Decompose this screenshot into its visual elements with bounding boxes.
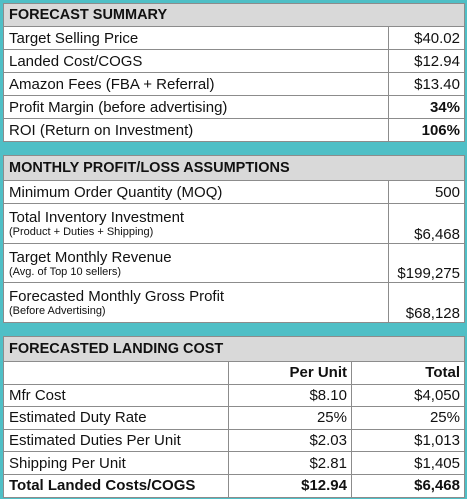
per-unit-value: $8.10 — [309, 386, 347, 404]
row-value-cell: 106% — [388, 118, 465, 142]
per-unit-value: $2.03 — [309, 432, 347, 450]
row-value-cell: $1,013 — [351, 428, 465, 453]
row-value-cell: $2.03 — [228, 428, 352, 453]
row-value-cell: $6,468 — [388, 203, 465, 244]
column-header: Total — [351, 361, 465, 385]
row-label: Estimated Duties Per Unit — [9, 432, 181, 450]
row-value: $13.40 — [414, 75, 460, 93]
row-value-cell: $199,275 — [388, 243, 465, 283]
row-value: 500 — [434, 183, 460, 201]
row-label-cell: Estimated Duties Per Unit — [3, 428, 229, 453]
row-label: Estimated Duty Rate — [9, 409, 147, 427]
section-header: MONTHLY PROFIT/LOSS ASSUMPTIONS — [3, 155, 465, 181]
row-label: Landed Cost/COGS — [9, 52, 143, 70]
row-value: $199,275 — [397, 265, 460, 282]
row-value: $68,128 — [405, 305, 460, 322]
row-label: ROI (Return on Investment) — [9, 121, 194, 139]
column-header-blank — [3, 361, 229, 385]
row-note: (Product + Duties + Shipping) — [9, 226, 154, 238]
row-label: Minimum Order Quantity (MOQ) — [9, 183, 223, 201]
row-value-cell: $12.94 — [228, 474, 352, 498]
row-label: Mfr Cost — [9, 386, 66, 404]
row-value: $6,468 — [414, 226, 460, 243]
row-value: 106% — [421, 121, 460, 139]
row-label-cell: Shipping Per Unit — [3, 451, 229, 475]
row-label-cell: ROI (Return on Investment) — [3, 118, 389, 142]
row-label-cell: Forecasted Monthly Gross Profit (Before A… — [3, 282, 389, 323]
row-label-cell: Landed Cost/COGS — [3, 49, 389, 73]
column-title: Per Unit — [289, 364, 347, 382]
row-label: Total Landed Costs/COGS — [9, 477, 196, 495]
row-label: Target Selling Price — [9, 29, 139, 47]
row-value-cell: 500 — [388, 180, 465, 204]
section-title: MONTHLY PROFIT/LOSS ASSUMPTIONS — [9, 160, 290, 176]
row-value-cell: $68,128 — [388, 282, 465, 323]
row-value-cell: $13.40 — [388, 72, 465, 96]
total-value: $1,013 — [414, 432, 460, 450]
total-value: $6,468 — [414, 477, 460, 495]
row-value-cell: $40.02 — [388, 26, 465, 50]
row-value: $40.02 — [414, 29, 460, 47]
row-label: Total Inventory Investment — [9, 209, 185, 226]
row-value-cell: $1,405 — [351, 451, 465, 475]
section-header: FORECASTED LANDING COST — [3, 336, 465, 362]
row-label-cell: Target Monthly Revenue (Avg. of Top 10 se… — [3, 243, 389, 283]
per-unit-value: $2.81 — [309, 454, 347, 472]
row-label: Forecasted Monthly Gross Profit — [9, 288, 225, 305]
column-title: Total — [425, 364, 460, 382]
section-header: FORECAST SUMMARY — [3, 3, 465, 27]
row-value-cell: 34% — [388, 95, 465, 119]
row-label: Profit Margin (before advertising) — [9, 98, 228, 116]
row-value-cell: $12.94 — [388, 49, 465, 73]
row-label: Shipping Per Unit — [9, 454, 126, 472]
section-title: FORECASTED LANDING COST — [9, 341, 224, 357]
row-value: $12.94 — [414, 52, 460, 70]
row-note: (Before Advertising) — [9, 305, 106, 317]
row-label: Amazon Fees (FBA + Referral) — [9, 75, 215, 93]
section-title: FORECAST SUMMARY — [9, 7, 168, 23]
row-label-cell: Total Inventory Investment (Product + Dut… — [3, 203, 389, 244]
column-header: Per Unit — [228, 361, 352, 385]
per-unit-value: $12.94 — [301, 477, 347, 495]
row-label-cell: Profit Margin (before advertising) — [3, 95, 389, 119]
row-label-cell: Total Landed Costs/COGS — [3, 474, 229, 498]
row-note: (Avg. of Top 10 sellers) — [9, 265, 122, 278]
row-value-cell: 25% — [351, 406, 465, 430]
row-label-cell: Minimum Order Quantity (MOQ) — [3, 180, 389, 204]
per-unit-value: 25% — [316, 409, 347, 427]
total-value: $1,405 — [414, 454, 460, 472]
row-label-cell: Target Selling Price — [3, 26, 389, 50]
row-value-cell: $8.10 — [228, 383, 352, 408]
row-value-cell: $6,468 — [351, 474, 465, 498]
total-value: $4,050 — [414, 386, 460, 404]
row-value-cell: $2.81 — [228, 451, 352, 475]
row-label: Target Monthly Revenue — [9, 248, 172, 266]
total-value: 25% — [429, 409, 460, 427]
row-value: 34% — [429, 98, 460, 116]
row-label-cell: Mfr Cost — [3, 383, 229, 408]
row-label-cell: Amazon Fees (FBA + Referral) — [3, 72, 389, 96]
row-value-cell: 25% — [228, 406, 352, 430]
row-label-cell: Estimated Duty Rate — [3, 406, 229, 430]
row-value-cell: $4,050 — [351, 383, 465, 408]
